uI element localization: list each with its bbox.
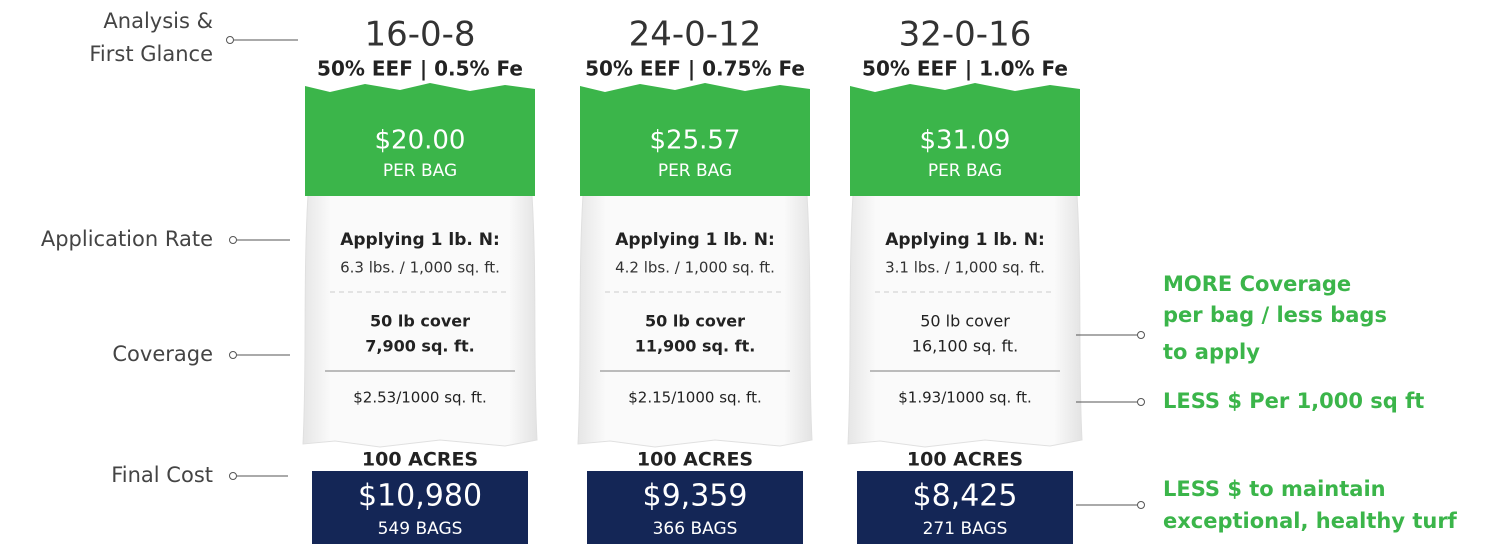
cover: 7,900 sq. ft. xyxy=(365,337,475,356)
callout: to apply xyxy=(1163,340,1260,364)
total: $10,980 xyxy=(358,479,482,514)
row-label: Final Cost xyxy=(111,463,213,487)
total: $8,425 xyxy=(913,479,1018,514)
callout: LESS $ to maintain xyxy=(1163,477,1386,501)
cover-heading: 50 lb cover xyxy=(920,312,1010,331)
bags: 549 BAGS xyxy=(378,519,463,539)
analysis: 16-0-8 xyxy=(364,15,475,55)
price-unit: PER BAG xyxy=(658,161,732,181)
row-label: Analysis & xyxy=(103,9,213,33)
acres: 100 ACRES xyxy=(637,449,753,471)
price: $20.00 xyxy=(375,126,466,156)
connector-dot xyxy=(1138,399,1145,406)
row-label: Application Rate xyxy=(41,227,213,251)
cost-per-1000: $2.15/1000 sq. ft. xyxy=(628,389,761,407)
callout: MORE Coverage xyxy=(1163,272,1351,296)
analysis: 24-0-12 xyxy=(629,15,762,55)
acres: 100 ACRES xyxy=(907,449,1023,471)
rate: 3.1 lbs. / 1,000 sq. ft. xyxy=(885,259,1045,277)
rate-heading: Applying 1 lb. N: xyxy=(885,230,1045,250)
analysis-detail: 50% EEF | 0.75% Fe xyxy=(585,57,805,81)
cost-per-1000: $2.53/1000 sq. ft. xyxy=(353,389,486,407)
cost-per-1000: $1.93/1000 sq. ft. xyxy=(898,389,1031,407)
price: $25.57 xyxy=(650,126,741,156)
bags: 271 BAGS xyxy=(923,519,1008,539)
rate: 4.2 lbs. / 1,000 sq. ft. xyxy=(615,259,775,277)
connector-dot xyxy=(1138,502,1145,509)
price: $31.09 xyxy=(920,126,1011,156)
rate-heading: Applying 1 lb. N: xyxy=(340,230,500,250)
bags: 366 BAGS xyxy=(653,519,738,539)
cover-heading: 50 lb cover xyxy=(370,312,470,331)
total: $9,359 xyxy=(643,479,748,514)
analysis: 32-0-16 xyxy=(899,15,1032,55)
acres: 100 ACRES xyxy=(362,449,478,471)
callout: per bag / less bags xyxy=(1163,303,1387,327)
connector-dot xyxy=(1138,332,1145,339)
cover: 16,100 sq. ft. xyxy=(912,337,1018,356)
callout: LESS $ Per 1,000 sq ft xyxy=(1163,389,1424,413)
analysis-detail: 50% EEF | 1.0% Fe xyxy=(862,57,1068,81)
row-label: Coverage xyxy=(112,342,213,366)
cover-heading: 50 lb cover xyxy=(645,312,745,331)
connector-dot xyxy=(230,473,237,480)
infographic: Analysis & First Glance Application Rate Co… xyxy=(0,0,1488,544)
cover: 11,900 sq. ft. xyxy=(635,337,756,356)
rate: 6.3 lbs. / 1,000 sq. ft. xyxy=(340,259,500,277)
price-unit: PER BAG xyxy=(383,161,457,181)
connector-dot xyxy=(230,237,237,244)
connector-dot xyxy=(230,352,237,359)
connector-dot xyxy=(227,37,234,44)
row-label: First Glance xyxy=(89,42,213,66)
rate-heading: Applying 1 lb. N: xyxy=(615,230,775,250)
price-unit: PER BAG xyxy=(928,161,1002,181)
callout: exceptional, healthy turf xyxy=(1163,509,1458,533)
analysis-detail: 50% EEF | 0.5% Fe xyxy=(317,57,523,81)
